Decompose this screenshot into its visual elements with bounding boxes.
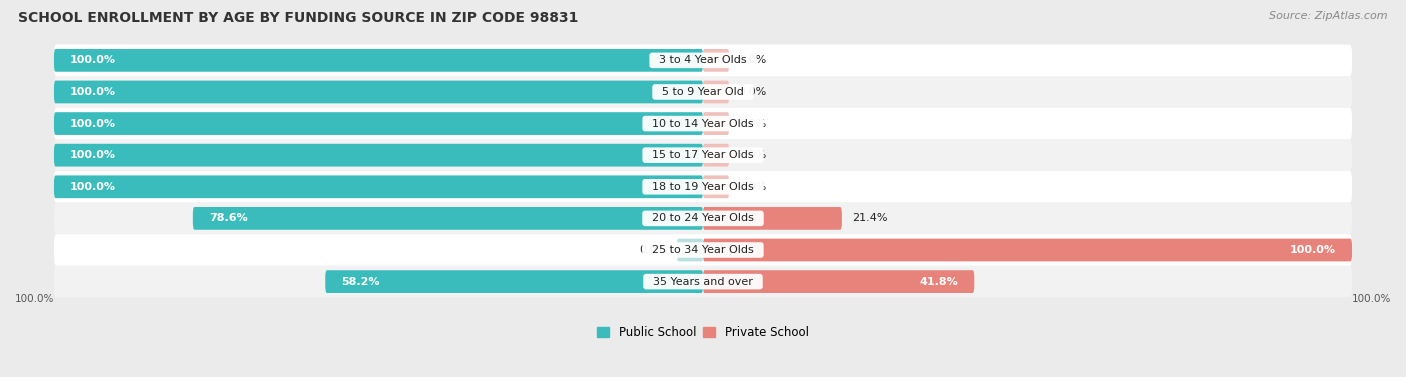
Text: 0.0%: 0.0% (738, 87, 766, 97)
FancyBboxPatch shape (53, 202, 1353, 234)
FancyBboxPatch shape (53, 175, 703, 198)
Text: 100.0%: 100.0% (70, 87, 117, 97)
Text: 58.2%: 58.2% (342, 277, 380, 287)
FancyBboxPatch shape (703, 207, 842, 230)
FancyBboxPatch shape (53, 171, 1353, 202)
FancyBboxPatch shape (703, 81, 728, 103)
Text: 41.8%: 41.8% (920, 277, 957, 287)
Text: 0.0%: 0.0% (738, 150, 766, 160)
Text: 100.0%: 100.0% (15, 294, 55, 304)
Text: 0.0%: 0.0% (738, 182, 766, 192)
FancyBboxPatch shape (53, 144, 703, 167)
FancyBboxPatch shape (325, 270, 703, 293)
FancyBboxPatch shape (703, 175, 728, 198)
Text: 10 to 14 Year Olds: 10 to 14 Year Olds (645, 119, 761, 129)
Text: 20 to 24 Year Olds: 20 to 24 Year Olds (645, 213, 761, 224)
Text: 3 to 4 Year Olds: 3 to 4 Year Olds (652, 55, 754, 65)
FancyBboxPatch shape (678, 239, 703, 261)
Text: 0.0%: 0.0% (738, 55, 766, 65)
FancyBboxPatch shape (53, 81, 703, 103)
FancyBboxPatch shape (53, 108, 1353, 139)
Text: 100.0%: 100.0% (70, 182, 117, 192)
Text: 21.4%: 21.4% (852, 213, 887, 224)
Text: 0.0%: 0.0% (738, 119, 766, 129)
Text: 100.0%: 100.0% (70, 119, 117, 129)
FancyBboxPatch shape (193, 207, 703, 230)
FancyBboxPatch shape (53, 112, 703, 135)
FancyBboxPatch shape (703, 270, 974, 293)
Text: 25 to 34 Year Olds: 25 to 34 Year Olds (645, 245, 761, 255)
FancyBboxPatch shape (703, 49, 728, 72)
FancyBboxPatch shape (53, 76, 1353, 108)
Text: 100.0%: 100.0% (1351, 294, 1391, 304)
FancyBboxPatch shape (53, 234, 1353, 266)
Text: 100.0%: 100.0% (70, 150, 117, 160)
FancyBboxPatch shape (703, 144, 728, 167)
FancyBboxPatch shape (703, 112, 728, 135)
Legend: Public School, Private School: Public School, Private School (595, 323, 811, 341)
Text: 100.0%: 100.0% (1289, 245, 1336, 255)
Text: 35 Years and over: 35 Years and over (647, 277, 759, 287)
Text: 0.0%: 0.0% (640, 245, 668, 255)
Text: 100.0%: 100.0% (70, 55, 117, 65)
Text: 78.6%: 78.6% (209, 213, 247, 224)
FancyBboxPatch shape (53, 139, 1353, 171)
FancyBboxPatch shape (53, 266, 1353, 297)
FancyBboxPatch shape (53, 49, 703, 72)
FancyBboxPatch shape (703, 239, 1353, 261)
FancyBboxPatch shape (53, 44, 1353, 76)
Text: 18 to 19 Year Olds: 18 to 19 Year Olds (645, 182, 761, 192)
Text: 5 to 9 Year Old: 5 to 9 Year Old (655, 87, 751, 97)
Text: Source: ZipAtlas.com: Source: ZipAtlas.com (1270, 11, 1388, 21)
Text: SCHOOL ENROLLMENT BY AGE BY FUNDING SOURCE IN ZIP CODE 98831: SCHOOL ENROLLMENT BY AGE BY FUNDING SOUR… (18, 11, 579, 25)
Text: 15 to 17 Year Olds: 15 to 17 Year Olds (645, 150, 761, 160)
